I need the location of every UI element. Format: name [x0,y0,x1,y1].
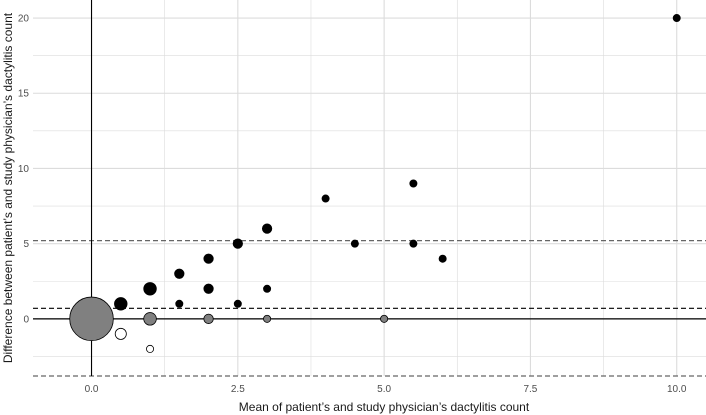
reference-lines-layer [33,240,706,377]
data-point [174,268,185,279]
x-tick-label: 10.0 [667,384,687,395]
data-point [114,327,127,340]
data-point [146,344,155,353]
data-point [175,299,184,308]
data-point [203,313,214,324]
x-tick-label: 5.0 [377,384,391,395]
data-point [321,194,330,203]
data-point [232,238,243,249]
data-point [114,297,128,311]
data-point [263,314,272,323]
y-tick-label: 0 [23,314,29,325]
data-point [672,14,681,23]
tick-labels-layer: 0.0 2.5 5.0 7.5 10.0 0 5 10 15 20 [18,14,687,395]
data-point [261,223,273,234]
data-point [143,312,157,326]
x-axis-title: Mean of patient’s and study physician’s … [239,400,530,414]
y-tick-label: 10 [18,164,30,175]
data-points-layer [69,14,681,353]
data-point [233,299,242,308]
x-tick-label: 7.5 [523,384,537,395]
data-point [350,239,359,248]
y-tick-label: 20 [18,14,30,25]
data-point [380,314,389,323]
x-tick-label: 2.5 [231,384,245,395]
data-point [438,254,447,263]
data-point [409,239,418,248]
y-axis-title: Difference between patient’s and study p… [1,12,15,363]
data-point [143,282,157,296]
x-tick-label: 0.0 [85,384,99,395]
data-point [203,253,214,264]
y-tick-label: 5 [23,239,29,250]
data-point [409,179,418,188]
data-point [263,284,272,293]
y-tick-label: 15 [18,89,30,100]
data-point [69,296,114,342]
grid-layer [33,0,706,376]
data-point [203,283,214,294]
